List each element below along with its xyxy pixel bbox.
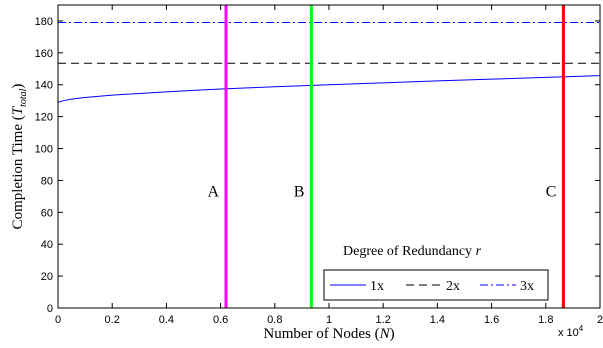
ticks: 0 0.2 0.4 0.6 0.8 1 1.2 1.4 1.6 1.8 20204060801001… [35, 5, 603, 326]
y-tick-label: 60 [41, 207, 53, 219]
y-tick-label: 20 [41, 271, 53, 283]
x-tick-label: 0.8 [267, 314, 282, 326]
x-tick-label: 1.4 [430, 314, 445, 326]
y-axis-label: Completion Time (Ttotal) [10, 84, 29, 230]
x-tick-label: 1.2 [376, 314, 391, 326]
y-tick-label: 120 [35, 112, 53, 124]
x-tick-label: 0 [55, 314, 61, 326]
x-tick-label: 1.8 [538, 314, 553, 326]
legend-title: Degree of Redundancy r [343, 244, 482, 259]
y-tick-label: 40 [41, 239, 53, 251]
y-tick-label: 180 [35, 16, 53, 28]
series-line-1x [57, 75, 601, 103]
x-tick-label: 0.2 [105, 314, 120, 326]
axes-box [57, 4, 601, 309]
x-tick-label: 2 [597, 314, 603, 326]
x-tick-label: 1.6 [484, 314, 499, 326]
plot-lines: A B C [57, 5, 601, 308]
y-tick-label: 140 [35, 80, 53, 92]
x-axis-label: Number of Nodes (N) [263, 326, 394, 342]
legend-entry-3x: 3x [520, 279, 534, 294]
legend-entry-2x: 2x [446, 279, 460, 294]
marker-label-C: C [546, 183, 557, 200]
x-axis-exponent-label: x 104 [558, 324, 584, 339]
y-tick-label: 100 [35, 144, 53, 156]
y-tick-label: 0 [47, 303, 53, 315]
legend-entries: 1x 2x 3x [330, 279, 534, 294]
x-tick-label: 0.4 [159, 314, 174, 326]
y-tick-label: 160 [35, 48, 53, 60]
marker-label-A: A [207, 183, 219, 200]
legend: Degree of Redundancy r 1x 2x 3x [323, 244, 549, 301]
legend-entry-1x: 1x [370, 279, 384, 294]
marker-label-B: B [294, 183, 305, 200]
y-tick-label: 80 [41, 175, 53, 187]
x-tick-label: 0.6 [213, 314, 228, 326]
x-tick-label: 1 [326, 314, 332, 326]
